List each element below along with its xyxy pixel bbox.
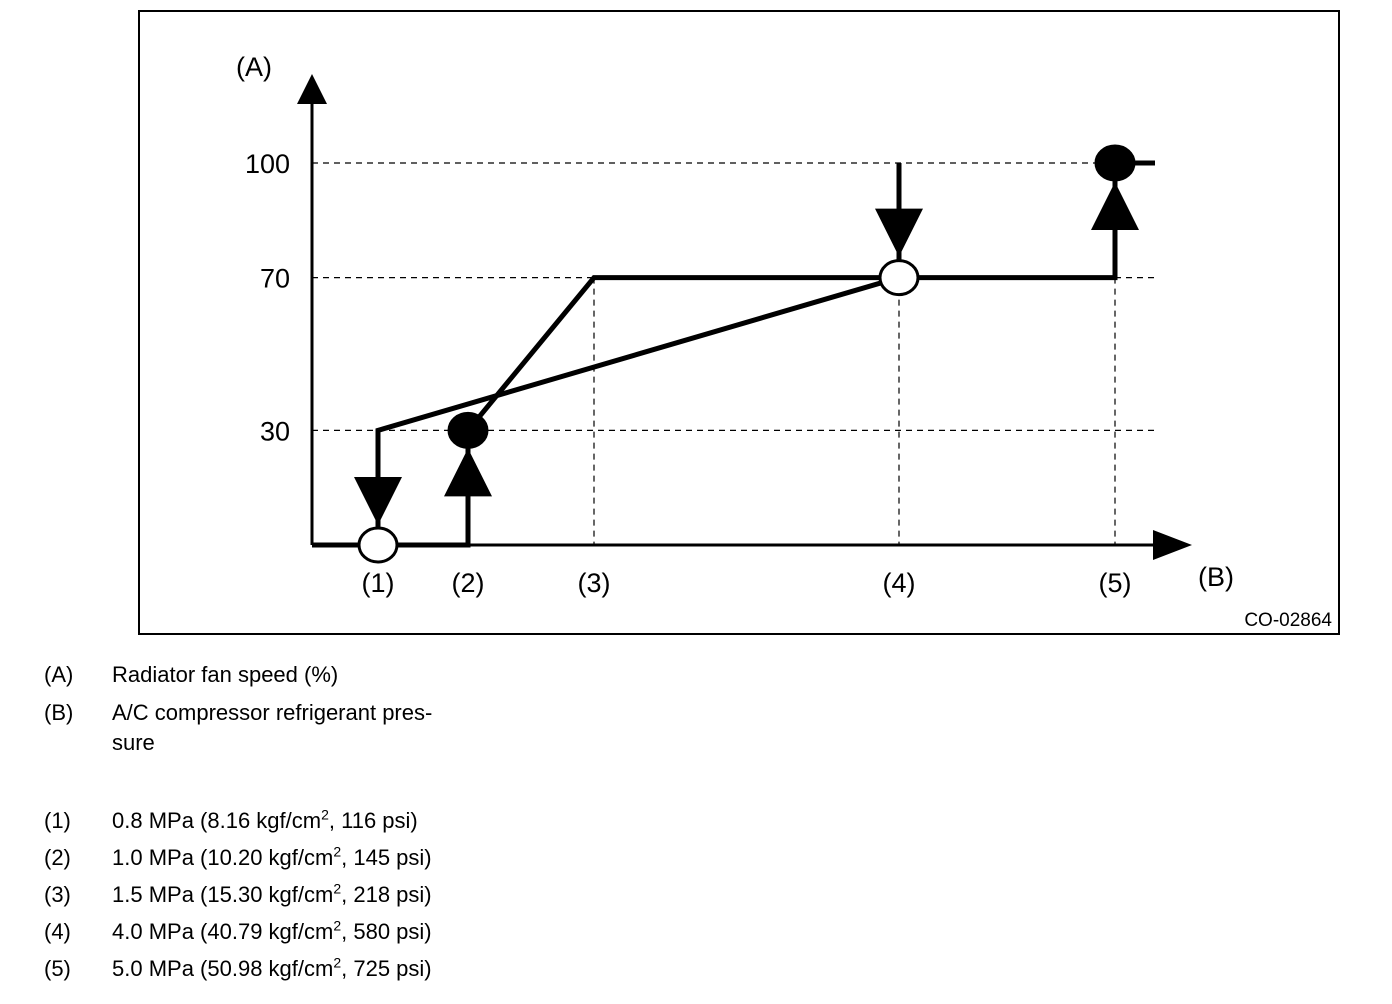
- legend-point-superscript: 2: [321, 806, 329, 823]
- legend-point-row: (3) 1.5 MPa (15.30 kgf/cm2, 218 psi): [44, 876, 564, 913]
- legend-point-superscript: 2: [333, 843, 342, 860]
- legend-key-a: (A): [44, 662, 74, 687]
- figure-code: CO-02864: [1244, 610, 1332, 631]
- y-tick-label-30: 30: [260, 416, 290, 446]
- y-tick-label-70: 70: [260, 264, 290, 294]
- legend-axis-b: (B) A/C compressor refrigerant pres- sur…: [44, 698, 564, 758]
- marker-open-1: [357, 526, 399, 564]
- legend-text-a: Radiator fan speed (%): [112, 662, 339, 687]
- x-tick-label-4: (4): [883, 568, 916, 598]
- increasing-path: [312, 160, 1155, 548]
- legend-point-value: 4.0 MPa (40.79 kgf/cm: [112, 919, 334, 944]
- marker-filled-5: [1094, 144, 1136, 182]
- legend-text-b-cont: sure: [112, 730, 155, 755]
- x-tick-label-3: (3): [578, 568, 611, 598]
- legend: (A) Radiator fan speed (%) (B) A/C compr…: [44, 660, 564, 987]
- arrow-down-1: [354, 477, 402, 525]
- legend-axis-a: (A) Radiator fan speed (%): [44, 660, 564, 690]
- legend-point-value: 1.0 MPa (10.20 kgf/cm: [112, 845, 334, 870]
- legend-point-superscript: 2: [333, 954, 342, 971]
- legend-point-key: (2): [44, 845, 71, 870]
- legend-point-value-tail: , 580 psi): [341, 919, 432, 944]
- legend-point-value: 5.0 MPa (50.98 kgf/cm: [112, 956, 334, 981]
- legend-point-superscript: 2: [333, 917, 342, 934]
- legend-key-b: (B): [44, 700, 74, 725]
- legend-point-key: (1): [44, 808, 71, 833]
- legend-point-key: (3): [44, 882, 71, 907]
- legend-point-row: (5) 5.0 MPa (50.98 kgf/cm2, 725 psi): [44, 950, 564, 987]
- arrow-up-5: [1091, 182, 1139, 230]
- legend-point-key: (5): [44, 956, 71, 981]
- x-tick-label-5: (5): [1099, 568, 1132, 598]
- chart: 30 70 100 (A) (B) (1) (2) (3) (4) (5) CO-02864: [138, 10, 1340, 635]
- legend-point-superscript: 2: [333, 880, 342, 897]
- x-axis-arrow: [1153, 530, 1192, 560]
- legend-point-value-tail: , 145 psi): [341, 845, 432, 870]
- legend-text-b: A/C compressor refrigerant pres-: [112, 700, 433, 725]
- y-axis-arrow: [297, 74, 327, 104]
- legend-point-row: (4) 4.0 MPa (40.79 kgf/cm2, 580 psi): [44, 913, 564, 950]
- legend-point-value-tail: , 218 psi): [341, 882, 432, 907]
- x-tick-label-1: (1): [362, 568, 395, 598]
- chart-frame: [138, 10, 1340, 635]
- legend-point-key: (4): [44, 919, 71, 944]
- marker-filled-2: [447, 411, 489, 449]
- legend-point-value: 0.8 MPa (8.16 kgf/cm: [112, 808, 322, 833]
- x-tick-label-2: (2): [452, 568, 485, 598]
- legend-point-row: (1) 0.8 MPa (8.16 kgf/cm2, 116 psi): [44, 802, 564, 839]
- marker-open-4: [878, 259, 920, 297]
- x-axis-label: (B): [1198, 562, 1234, 592]
- legend-point-value-tail: , 725 psi): [341, 956, 432, 981]
- legend-point-list: (1) 0.8 MPa (8.16 kgf/cm2, 116 psi) (2) 1.0…: [44, 802, 564, 987]
- legend-point-value-tail: , 116 psi): [328, 808, 418, 833]
- legend-point-value: 1.5 MPa (15.30 kgf/cm: [112, 882, 334, 907]
- arrow-down-4: [875, 208, 923, 257]
- arrow-up-2: [444, 448, 492, 497]
- y-tick-label-100: 100: [245, 149, 290, 179]
- legend-point-row: (2) 1.0 MPa (10.20 kgf/cm2, 145 psi): [44, 839, 564, 876]
- y-axis-label: (A): [236, 52, 272, 82]
